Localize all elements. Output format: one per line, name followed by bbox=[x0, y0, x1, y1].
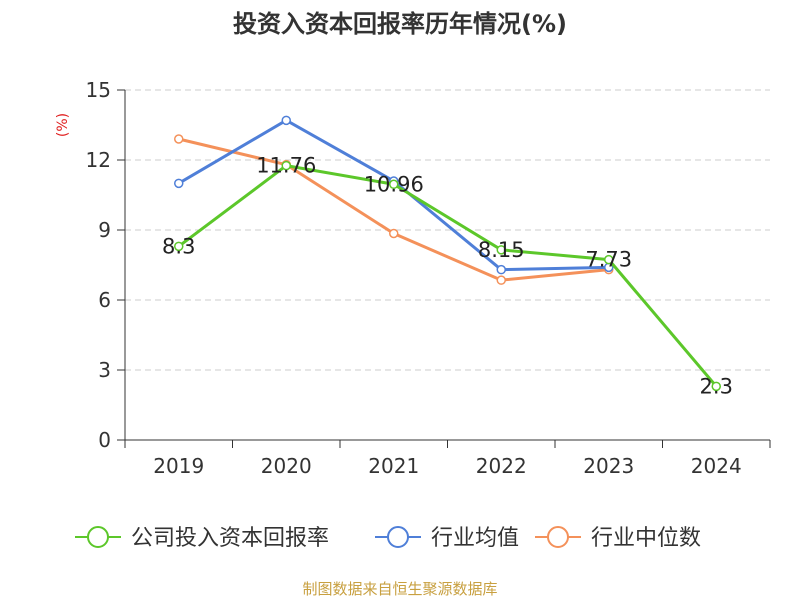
data-label: 11.76 bbox=[256, 154, 316, 178]
data-point bbox=[389, 179, 399, 190]
series-line bbox=[178, 137, 609, 282]
x-tick-label: 2019 bbox=[153, 454, 204, 478]
y-tick-label: 9 bbox=[98, 218, 111, 242]
y-tick-label: 0 bbox=[98, 428, 111, 452]
x-tick-label: 2020 bbox=[261, 454, 312, 478]
data-point bbox=[281, 115, 291, 126]
legend-marker bbox=[87, 526, 109, 548]
x-tick-label: 2022 bbox=[476, 454, 527, 478]
y-tick-label: 15 bbox=[86, 78, 111, 102]
data-point bbox=[711, 381, 721, 392]
legend-label: 行业中位数 bbox=[591, 526, 701, 551]
data-point bbox=[174, 134, 184, 144]
data-point bbox=[496, 245, 506, 255]
data-label: 10.96 bbox=[364, 172, 424, 196]
data-label: 2.3 bbox=[700, 374, 733, 398]
series-layer bbox=[174, 115, 721, 392]
legend: 公司投入资本回报率 行业均值 行业中位数 bbox=[75, 526, 701, 551]
data-label: 7.73 bbox=[585, 248, 632, 272]
y-tick-label: 12 bbox=[86, 148, 111, 172]
data-point bbox=[174, 241, 184, 252]
data-point bbox=[281, 160, 291, 171]
data-label: 8.3 bbox=[162, 234, 195, 258]
axis-layer: 0 3 6 9 12 15 2019 2020 2021 2022 2023 2024 (%) bbox=[55, 78, 771, 478]
legend-marker bbox=[387, 526, 409, 548]
data-label-layer: 8.3 11.76 10.96 8.15 7.73 2.3 bbox=[162, 154, 733, 399]
legend-label: 行业均值 bbox=[431, 526, 519, 551]
x-tick-label: 2021 bbox=[368, 454, 419, 478]
grid-layer bbox=[125, 89, 770, 371]
y-tick-label: 6 bbox=[98, 288, 111, 312]
series-line bbox=[177, 164, 718, 388]
data-point bbox=[496, 264, 506, 275]
legend-marker bbox=[547, 526, 569, 548]
data-point bbox=[174, 178, 184, 189]
x-tick-label: 2024 bbox=[691, 454, 742, 478]
data-point bbox=[389, 228, 399, 239]
source-watermark: 制图数据来自恒生聚源数据库 bbox=[302, 580, 498, 598]
y-tick-label: 3 bbox=[98, 358, 111, 382]
x-tick-label: 2023 bbox=[583, 454, 634, 478]
data-point bbox=[604, 254, 614, 265]
legend-label: 公司投入资本回报率 bbox=[131, 526, 329, 551]
y-axis-label: (%) bbox=[55, 113, 71, 137]
chart-title: 投资入资本回报率历年情况(%) bbox=[233, 10, 567, 38]
data-point bbox=[496, 275, 506, 285]
data-label: 8.15 bbox=[478, 238, 525, 262]
